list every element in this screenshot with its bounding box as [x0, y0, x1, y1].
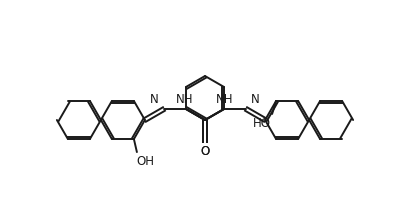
Text: OH: OH	[136, 155, 154, 168]
Text: N: N	[150, 93, 159, 106]
Text: O: O	[201, 145, 210, 158]
Text: NH: NH	[176, 93, 194, 106]
Text: HO: HO	[253, 117, 271, 130]
Text: N: N	[251, 93, 260, 106]
Text: O: O	[201, 145, 210, 158]
Text: NH: NH	[216, 93, 234, 106]
